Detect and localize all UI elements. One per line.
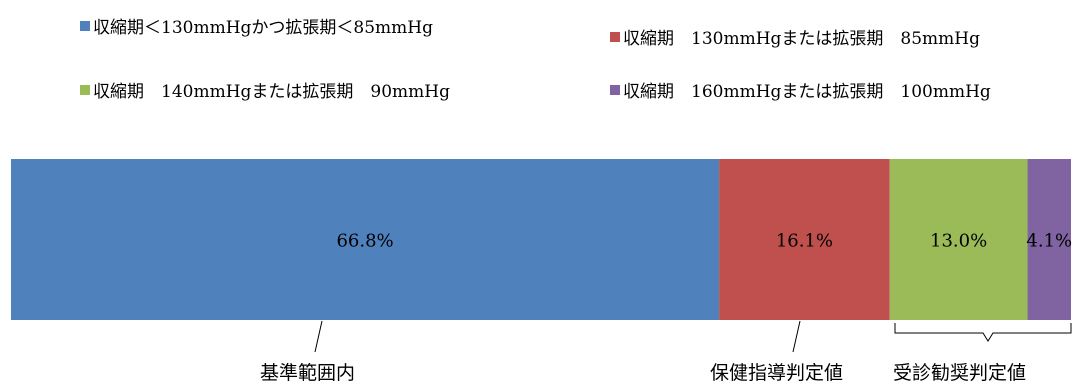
legend-item-4: 収縮期 160mmHgまたは拡張期 100mmHg [610,77,991,102]
legend-swatch-purple [610,84,620,95]
bar-segments: 66.8% 16.1% 13.0% 4.1% [11,159,1072,320]
legend-swatch-red [610,31,620,42]
legend-item-2: 収縮期 130mmHgまたは拡張期 85mmHg [610,24,980,49]
legend-item-1: 収縮期＜130mmHgかつ拡張期＜85mmHg [80,13,433,38]
bar-segment-3 [889,159,1028,320]
leader-line-guidance [792,320,801,353]
annotation-standard: 基準範囲内 [260,362,356,384]
brace-recommend [894,323,1072,342]
leader-lines [314,320,1072,353]
bar-value-label-4: 4.1% [1026,231,1072,252]
annotation-guidance: 保健指導判定値 [710,362,844,384]
bar-value-label-3: 13.0% [930,231,987,252]
legend-swatch-blue [80,20,90,31]
leader-line-standard [314,320,323,353]
bar-segment-1 [11,159,720,320]
legend-label-3: 収縮期 140mmHgまたは拡張期 90mmHg [93,82,450,102]
bar-segment-2 [719,159,890,320]
legend-label-4: 収縮期 160mmHgまたは拡張期 100mmHg [623,82,991,102]
legend-label-2: 収縮期 130mmHgまたは拡張期 85mmHg [623,29,980,49]
bar-value-label-2: 16.1% [776,231,833,252]
legend-item-3: 収縮期 140mmHgまたは拡張期 90mmHg [80,77,450,102]
annotation-recommend: 受診勧奨判定値 [893,362,1027,384]
bar-segment-4 [1027,159,1071,320]
legend-label-1: 収縮期＜130mmHgかつ拡張期＜85mmHg [93,18,433,38]
legend-swatch-green [80,84,90,95]
bar-value-label-1: 66.8% [336,231,393,252]
